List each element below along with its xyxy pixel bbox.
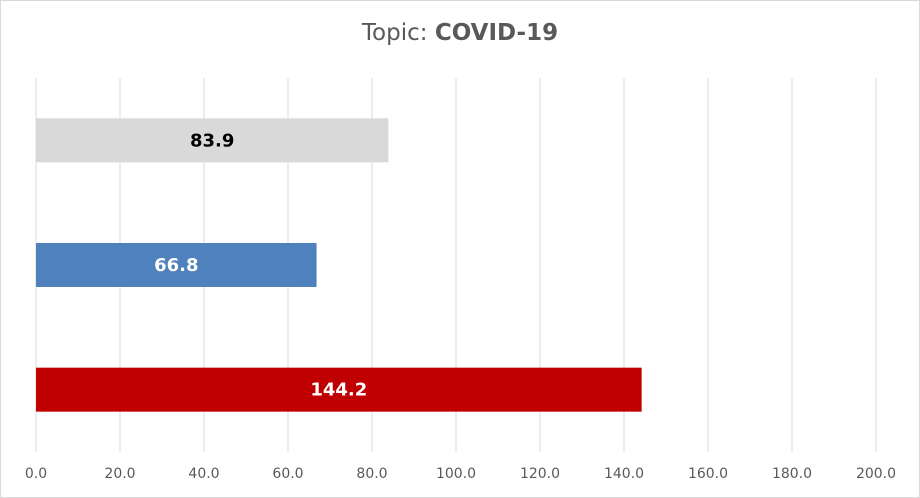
x-tick-label: 100.0: [436, 466, 476, 482]
x-tick-label: 120.0: [520, 466, 560, 482]
chart-title: Topic: COVID-19: [0, 20, 920, 46]
bar-data-label: 144.2: [310, 380, 367, 401]
bar: [36, 367, 642, 412]
x-tick-label: 140.0: [604, 466, 644, 482]
x-tick-label: 20.0: [104, 466, 135, 482]
bar: [36, 243, 317, 287]
x-tick-label: 180.0: [772, 466, 812, 482]
x-tick-label: 40.0: [188, 466, 219, 482]
chart-title-topic: COVID-19: [434, 20, 559, 46]
x-tick-label: 0.0: [25, 466, 47, 482]
bar-data-label: 83.9: [190, 130, 234, 151]
x-tick-label: 80.0: [356, 466, 387, 482]
bars: 83.9 66.8 144.2: [36, 118, 642, 412]
bar-data-label: 66.8: [154, 255, 198, 276]
x-tick-label: 60.0: [272, 466, 303, 482]
x-axis-ticks: 0.0 20.0 40.0 60.0 80.0 100.0 120.0 140.0 160.0 1…: [25, 466, 896, 482]
x-tick-label: 160.0: [688, 466, 728, 482]
bar: [36, 118, 389, 163]
x-tick-label: 200.0: [856, 466, 896, 482]
chart-title-prefix: Topic:: [361, 20, 435, 46]
